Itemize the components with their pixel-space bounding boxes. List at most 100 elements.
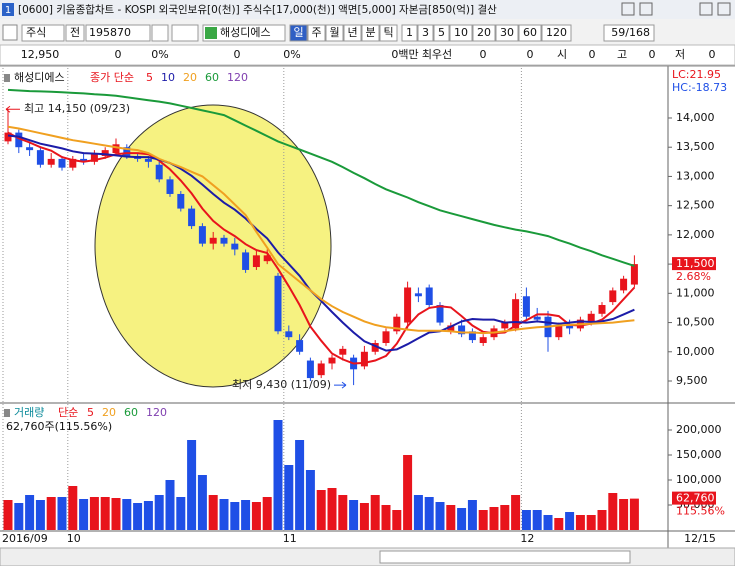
candle-body bbox=[69, 158, 77, 168]
y-tick-label: 11,000 bbox=[676, 286, 715, 299]
y-tick-label: 13,500 bbox=[676, 140, 715, 153]
y-tick-label: 13,000 bbox=[676, 169, 715, 182]
counter-box bbox=[603, 24, 655, 42]
x-tick-label: 2016/09 bbox=[2, 532, 48, 545]
volume-bar bbox=[14, 503, 24, 530]
period-label: 주 bbox=[311, 26, 321, 39]
search-button[interactable] bbox=[151, 24, 169, 42]
volume-bar bbox=[165, 480, 175, 530]
badge-text: 1 bbox=[5, 5, 11, 16]
candle-body bbox=[360, 351, 368, 367]
volume-bar bbox=[176, 497, 186, 530]
window-icon[interactable] bbox=[699, 2, 713, 16]
candle-body bbox=[242, 252, 250, 270]
volume-bar bbox=[586, 515, 596, 530]
code-input[interactable] bbox=[85, 24, 151, 42]
change-label: 2.68% bbox=[676, 270, 711, 283]
volume-bar bbox=[521, 510, 531, 530]
period-button[interactable] bbox=[289, 24, 308, 42]
period-button[interactable] bbox=[307, 24, 326, 42]
sound-button[interactable] bbox=[171, 24, 199, 42]
period-button[interactable] bbox=[343, 24, 362, 42]
legend-entry: 5 bbox=[146, 71, 153, 84]
interval-button[interactable] bbox=[541, 24, 572, 42]
interval-label: 1 bbox=[406, 26, 413, 39]
last-volume: 62,760 bbox=[676, 492, 715, 505]
quote-bar bbox=[0, 44, 735, 66]
x-tick-label: 12 bbox=[520, 532, 534, 545]
volume-bar bbox=[251, 502, 261, 530]
interval-button[interactable] bbox=[518, 24, 542, 42]
volume-bar bbox=[3, 500, 13, 530]
quote-cell: 0 bbox=[709, 48, 716, 61]
legend-entry: 120 bbox=[227, 71, 248, 84]
name-icon bbox=[205, 27, 217, 39]
volume-bar bbox=[79, 499, 89, 530]
legend-entry: 20 bbox=[183, 71, 197, 84]
low-arrow bbox=[334, 381, 347, 389]
candle-body bbox=[339, 348, 347, 355]
quote-cell: 0 bbox=[589, 48, 596, 61]
quote-cell: 0 bbox=[115, 48, 122, 61]
interval-button[interactable] bbox=[433, 24, 450, 42]
volume-bar bbox=[316, 490, 326, 530]
interval-button[interactable] bbox=[449, 24, 473, 42]
mode-button[interactable] bbox=[65, 24, 85, 42]
candle-body bbox=[15, 132, 23, 148]
y-tick-label: 12,500 bbox=[676, 199, 715, 212]
candle-body bbox=[479, 337, 487, 344]
quote-cell: 최우선 bbox=[422, 48, 452, 61]
candle-body bbox=[296, 340, 304, 352]
volume-bar bbox=[629, 498, 639, 530]
candle-body bbox=[285, 331, 293, 338]
market: 주식 bbox=[26, 26, 46, 39]
volume-bar bbox=[446, 505, 456, 530]
volume-bar bbox=[25, 495, 35, 530]
volume-bar bbox=[392, 510, 402, 530]
volume-bar bbox=[305, 470, 315, 530]
window-icon[interactable] bbox=[621, 2, 635, 16]
candle-body bbox=[501, 322, 509, 329]
candle-body bbox=[522, 296, 530, 317]
candle-body bbox=[47, 158, 55, 165]
volume-bar bbox=[262, 497, 272, 530]
interval-button[interactable] bbox=[495, 24, 519, 42]
interval-button[interactable] bbox=[401, 24, 418, 42]
volume-bar bbox=[154, 495, 164, 530]
candle-body bbox=[512, 299, 520, 329]
volume-bar bbox=[219, 499, 229, 530]
candle-body bbox=[274, 275, 282, 332]
volume-bar bbox=[370, 495, 380, 530]
volume-bar bbox=[273, 420, 283, 530]
volume-bar bbox=[295, 440, 305, 530]
candle-body bbox=[112, 144, 120, 154]
period-button[interactable] bbox=[325, 24, 344, 42]
interval-button[interactable] bbox=[472, 24, 496, 42]
volume-bar bbox=[338, 495, 348, 530]
toolbar-icon[interactable] bbox=[2, 24, 18, 41]
y-tick-label: 14,000 bbox=[676, 111, 715, 124]
name-box[interactable] bbox=[202, 24, 286, 42]
volume-bar bbox=[435, 502, 445, 530]
volume-bar bbox=[467, 500, 477, 530]
candle-body bbox=[155, 164, 163, 180]
code: 195870 bbox=[89, 26, 131, 39]
market-select[interactable] bbox=[21, 24, 65, 42]
interval-button[interactable] bbox=[417, 24, 434, 42]
last-volume-box bbox=[672, 491, 716, 505]
quote-cell: 0% bbox=[283, 48, 300, 61]
quote-cell: 시 bbox=[557, 48, 567, 61]
y-tick-label: 12,000 bbox=[676, 228, 715, 241]
quote-cell: 0 bbox=[527, 48, 534, 61]
period-button[interactable] bbox=[379, 24, 398, 42]
window-icon[interactable] bbox=[639, 2, 653, 16]
candle-body bbox=[382, 331, 390, 344]
x-tick-label: 10 bbox=[67, 532, 81, 545]
y-tick-label: 10,500 bbox=[676, 316, 715, 329]
period-button[interactable] bbox=[361, 24, 380, 42]
candle-body bbox=[263, 255, 271, 262]
scroll-track[interactable] bbox=[379, 550, 631, 564]
window-icon[interactable] bbox=[717, 2, 731, 16]
quote-cell: 0백만 bbox=[391, 48, 418, 61]
candle-body bbox=[566, 325, 574, 329]
